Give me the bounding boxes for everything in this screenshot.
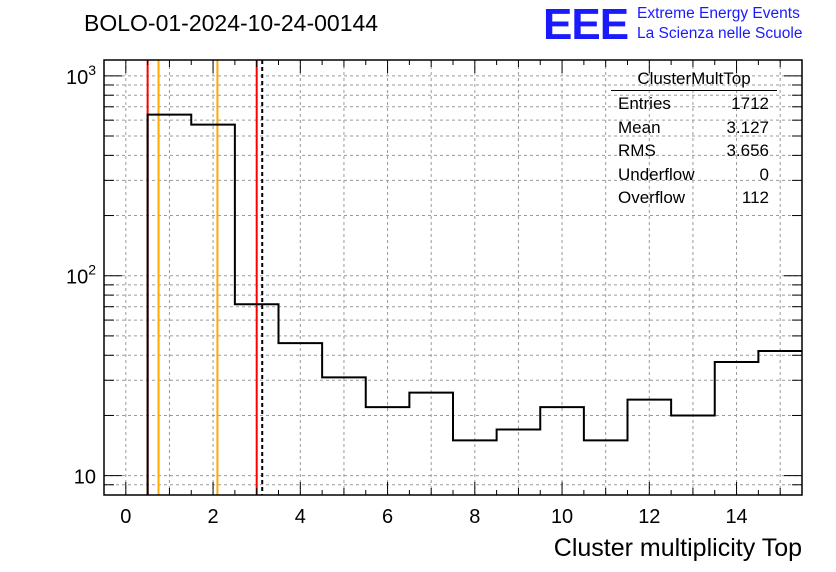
stats-row-overflow: Overflow 112 <box>611 186 777 210</box>
stats-label: Overflow <box>618 188 686 207</box>
stats-title: ClusterMultTop <box>611 69 777 91</box>
histogram-bin <box>497 430 541 495</box>
stats-value: 3.656 <box>726 141 769 160</box>
histogram-bin <box>715 362 759 495</box>
stats-label: Mean <box>618 117 661 137</box>
histogram-bin <box>540 407 584 495</box>
stats-row-mean: Mean 3.127 <box>611 116 777 140</box>
histogram-bin <box>409 393 453 495</box>
histogram-bin <box>279 343 323 495</box>
x-tick-label: 0 <box>120 506 131 528</box>
histogram-bin <box>758 351 802 495</box>
histogram-bin <box>235 304 279 495</box>
chart-title: BOLO-01-2024-10-24-00144 <box>84 10 379 36</box>
eee-logo: EEE <box>543 0 629 49</box>
y-tick-label: 10 <box>74 467 96 489</box>
histogram-bin <box>322 377 366 495</box>
histogram-bin <box>366 407 410 495</box>
x-tick-label: 2 <box>208 506 219 528</box>
x-tick-label: 14 <box>725 506 747 528</box>
x-tick-label: 8 <box>469 506 480 528</box>
x-tick-label: 10 <box>551 506 573 528</box>
histogram-series <box>146 113 802 495</box>
logo-line-2: La Scienza nelle Scuole <box>637 25 803 42</box>
logo-caption: Extreme Energy Events La Scienza nelle S… <box>637 4 802 44</box>
y-tick-label: 102 <box>66 262 96 289</box>
stats-value: 3.127 <box>726 117 769 137</box>
histogram-bin <box>671 415 715 495</box>
stats-value: 112 <box>741 188 769 207</box>
x-axis-label: Cluster multiplicity Top <box>553 534 802 562</box>
x-tick-label: 4 <box>295 506 306 528</box>
histogram-bin <box>584 440 628 495</box>
y-tick-label: 103 <box>66 62 96 89</box>
stats-label: Underflow <box>618 164 695 184</box>
x-tick-label: 12 <box>638 506 660 528</box>
stats-row-rms: RMS 3.656 <box>611 139 777 163</box>
histogram-bin <box>191 125 235 495</box>
stats-label: Entries <box>618 94 671 113</box>
x-tick-label: 6 <box>382 506 393 528</box>
stats-row-underflow: Underflow 0 <box>611 163 777 187</box>
histogram-bin <box>148 115 192 495</box>
logo-line-1: Extreme Energy Events <box>637 5 800 22</box>
stats-label: RMS <box>618 141 656 160</box>
stats-box: ClusterMultTop Entries 1712 Mean 3.127 R… <box>611 69 777 210</box>
stats-row-entries: Entries 1712 <box>611 92 777 116</box>
stats-value: 1712 <box>731 94 769 113</box>
stats-value: 0 <box>759 164 769 184</box>
histogram-bin <box>628 400 672 495</box>
